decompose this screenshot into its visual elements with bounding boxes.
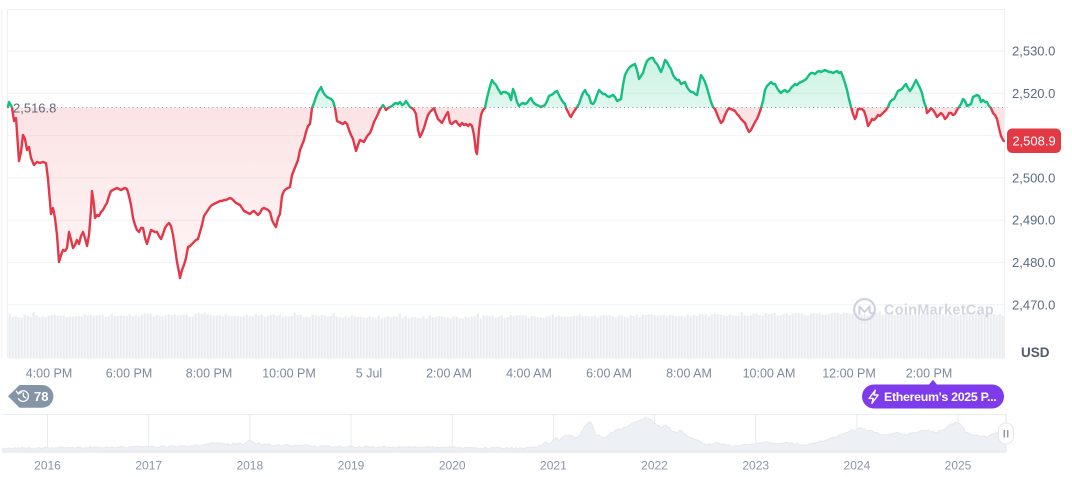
svg-text:2,480.0: 2,480.0 — [1012, 255, 1055, 270]
svg-text:2016: 2016 — [34, 459, 61, 473]
svg-text:10:00 PM: 10:00 PM — [262, 367, 316, 381]
svg-text:2,516.8: 2,516.8 — [13, 101, 56, 116]
svg-text:2024: 2024 — [844, 459, 871, 473]
svg-text:2019: 2019 — [338, 459, 365, 473]
svg-text:2,520.0: 2,520.0 — [1012, 86, 1055, 101]
svg-text:2025: 2025 — [945, 459, 972, 473]
svg-text:8:00 AM: 8:00 AM — [666, 367, 712, 381]
svg-text:2,500.0: 2,500.0 — [1012, 170, 1055, 185]
svg-text:USD: USD — [1021, 345, 1050, 360]
svg-text:2022: 2022 — [641, 459, 668, 473]
svg-text:12:00 PM: 12:00 PM — [822, 367, 876, 381]
svg-text:2:00 PM: 2:00 PM — [906, 367, 953, 381]
svg-text:4:00 PM: 4:00 PM — [26, 367, 73, 381]
svg-text:CoinMarketCap: CoinMarketCap — [884, 303, 994, 319]
svg-text:2017: 2017 — [135, 459, 162, 473]
svg-text:2:00 AM: 2:00 AM — [426, 367, 472, 381]
svg-text:5 Jul: 5 Jul — [356, 367, 382, 381]
svg-text:Ethereum's 2025 P...: Ethereum's 2025 P... — [884, 390, 996, 404]
svg-text:2,508.9: 2,508.9 — [1012, 133, 1055, 148]
svg-text:10:00 AM: 10:00 AM — [743, 367, 796, 381]
svg-text:2021: 2021 — [540, 459, 567, 473]
svg-text:2023: 2023 — [742, 459, 769, 473]
svg-text:4:00 AM: 4:00 AM — [506, 367, 552, 381]
svg-text:2,530.0: 2,530.0 — [1012, 44, 1055, 59]
svg-text:6:00 AM: 6:00 AM — [586, 367, 632, 381]
svg-text:6:00 PM: 6:00 PM — [106, 367, 153, 381]
svg-text:2020: 2020 — [439, 459, 466, 473]
svg-text:8:00 PM: 8:00 PM — [186, 367, 233, 381]
svg-text:2018: 2018 — [236, 459, 263, 473]
svg-text:2,490.0: 2,490.0 — [1012, 213, 1055, 228]
svg-text:78: 78 — [34, 389, 48, 404]
svg-text:2,470.0: 2,470.0 — [1012, 297, 1055, 312]
